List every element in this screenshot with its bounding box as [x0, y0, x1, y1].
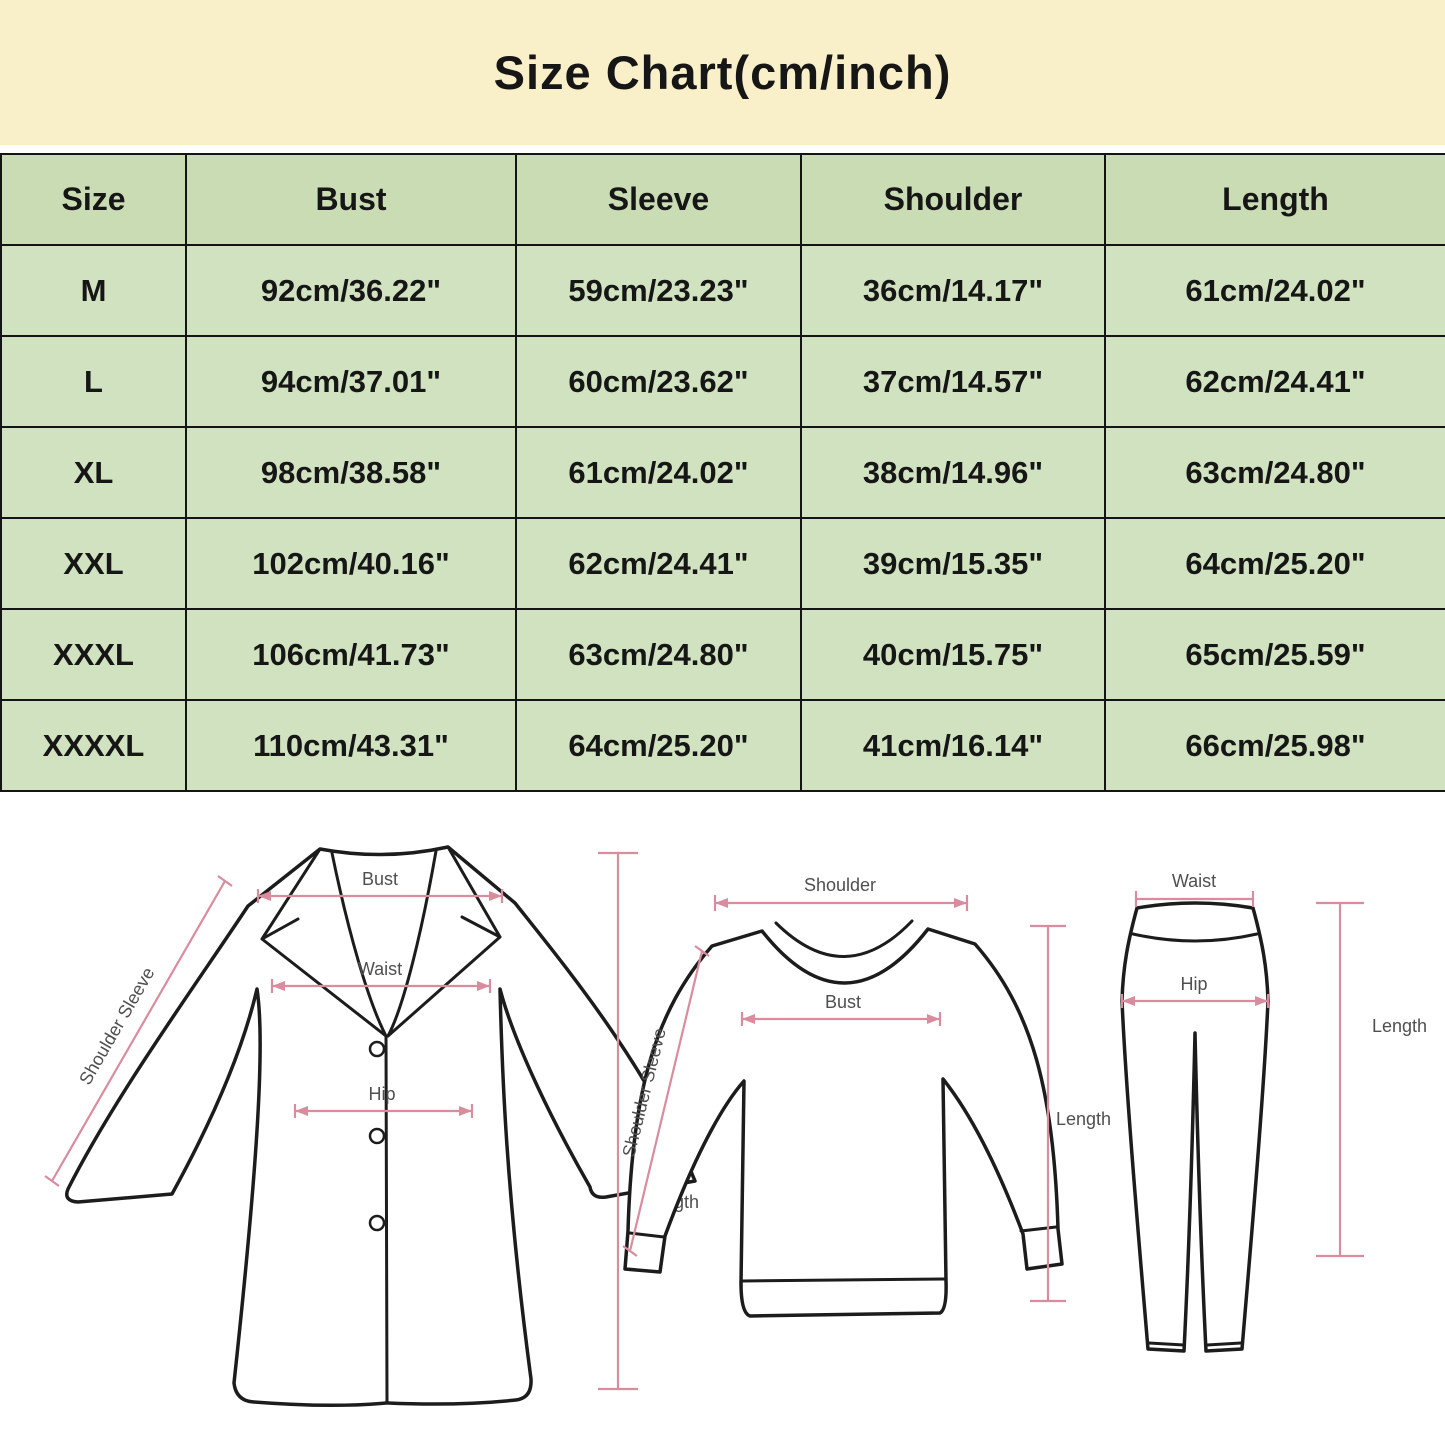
measurement-cell: 110cm/43.31" [185, 699, 517, 792]
coat-bust-arrowhead [489, 891, 502, 901]
sweater-outline [623, 927, 1064, 1318]
measurement-cell: 62cm/24.41" [1104, 335, 1445, 428]
pants-waistband [1131, 932, 1259, 943]
measurement-cell: 60cm/23.62" [515, 335, 802, 428]
sweater-inner-neck [774, 919, 914, 958]
table-row: XXXXL 110cm/43.31" 64cm/25.20" 41cm/16.14" 6… [0, 699, 1445, 792]
sweater-shoulder-sleeve-arrow [622, 945, 710, 1257]
coat-bust-label: Bust [362, 869, 398, 889]
pants-waist-label: Waist [1172, 871, 1216, 891]
sweater-length-label: Length [1056, 1109, 1111, 1129]
pants-ankle-lines [1147, 1341, 1243, 1347]
measurement-cell: 102cm/40.16" [185, 517, 517, 610]
size-cell: XXXXL [0, 699, 187, 792]
sweater-shoulder-arrow [713, 895, 969, 911]
sweater-bust-label: Bust [825, 992, 861, 1012]
table-row: M 92cm/36.22" 59cm/23.23" 36cm/14.17" 61cm/2… [0, 244, 1445, 337]
title-band: Size Chart(cm/inch) [0, 0, 1445, 145]
coat-button [368, 1127, 386, 1145]
size-cell: XXXL [0, 608, 187, 701]
coat-outline [65, 845, 697, 1408]
column-header-sleeve: Sleeve [515, 153, 802, 246]
measurement-cell: 62cm/24.41" [515, 517, 802, 610]
measurement-cell: 63cm/24.80" [1104, 426, 1445, 519]
table-row: XXXL 106cm/41.73" 63cm/24.80" 40cm/15.75" 65… [0, 608, 1445, 701]
coat-hip-label: Hip [368, 1084, 395, 1104]
measurement-cell: 40cm/15.75" [800, 608, 1106, 701]
coat-hip-arrowhead [295, 1106, 308, 1116]
measurement-cell: 64cm/25.20" [1104, 517, 1445, 610]
measurement-diagrams: Bust Waist Hip Shoulder Sleeve Length Sh… [44, 845, 1427, 1408]
pants-waist-arrow [1134, 891, 1255, 907]
coat-front-opening [384, 1034, 389, 1405]
sweater-shoulder-arrowhead [954, 898, 967, 908]
header-row: Size Bust Sleeve Shoulder Length [0, 153, 1445, 246]
coat-bust-arrowhead [258, 891, 271, 901]
measurement-cell: 41cm/16.14" [800, 699, 1106, 792]
sweater-length-arrow [1030, 924, 1066, 1303]
pants-diagram: Waist Hip Length [1120, 871, 1427, 1353]
coat-shoulder-sleeve-arrow [44, 875, 233, 1187]
coat-left-lapel [260, 847, 388, 1038]
size-cell: XXL [0, 517, 187, 610]
measurement-cell: 63cm/24.80" [515, 608, 802, 701]
measurement-cell: 106cm/41.73" [185, 608, 517, 701]
column-header-bust: Bust [185, 153, 517, 246]
measurement-cell: 61cm/24.02" [1104, 244, 1445, 337]
coat-hip-arrowhead [459, 1106, 472, 1116]
sweater-diagram: Shoulder Bust Shoulder Sleeve Length [618, 875, 1111, 1318]
pants-length-label: Length [1372, 1016, 1427, 1036]
column-header-length: Length [1104, 153, 1445, 246]
size-chart-table: Size Bust Sleeve Shoulder Length M 92cm/36.22… [0, 153, 1445, 792]
coat-waist-arrowhead [272, 981, 285, 991]
page-title: Size Chart(cm/inch) [493, 46, 952, 99]
size-cell: M [0, 244, 187, 337]
column-header-size: Size [0, 153, 187, 246]
measurement-cell: 37cm/14.57" [800, 335, 1106, 428]
measurement-cell: 39cm/15.35" [800, 517, 1106, 610]
sweater-cuff-lines [628, 1225, 1058, 1283]
measurement-cell: 61cm/24.02" [515, 426, 802, 519]
size-cell: XL [0, 426, 187, 519]
coat-button [368, 1040, 386, 1058]
measurement-cell: 64cm/25.20" [515, 699, 802, 792]
coat-diagram: Bust Waist Hip Shoulder Sleeve Length [44, 845, 699, 1408]
size-cell: L [0, 335, 187, 428]
measurement-cell: 66cm/25.98" [1104, 699, 1445, 792]
pants-hip-label: Hip [1180, 974, 1207, 994]
sweater-shoulder-label: Shoulder [804, 875, 876, 895]
coat-waist-arrowhead [477, 981, 490, 991]
sweater-shoulder-arrowhead [715, 898, 728, 908]
sweater-bust-arrowhead [742, 1014, 755, 1024]
measurement-cell: 38cm/14.96" [800, 426, 1106, 519]
coat-button [368, 1214, 386, 1232]
sweater-bust-arrowhead [927, 1014, 940, 1024]
measurement-cell: 98cm/38.58" [185, 426, 517, 519]
table-row: XL 98cm/38.58" 61cm/24.02" 38cm/14.96" 63cm/… [0, 426, 1445, 519]
pants-outline [1120, 901, 1270, 1353]
table-row: L 94cm/37.01" 60cm/23.62" 37cm/14.57" 62cm/2… [0, 335, 1445, 428]
column-header-shoulder: Shoulder [800, 153, 1106, 246]
measurement-cell: 94cm/37.01" [185, 335, 517, 428]
coat-length-arrow [598, 851, 638, 1391]
measurement-cell: 65cm/25.59" [1104, 608, 1445, 701]
table-row: XXL 102cm/40.16" 62cm/24.41" 39cm/15.35" 64c… [0, 517, 1445, 610]
pants-length-arrow [1316, 901, 1364, 1258]
measurement-cell: 59cm/23.23" [515, 244, 802, 337]
coat-waist-label: Waist [358, 959, 402, 979]
coat-right-lapel [386, 845, 502, 1038]
pants-hip-arrowhead [1122, 996, 1135, 1006]
measurement-cell: 92cm/36.22" [185, 244, 517, 337]
measurement-cell: 36cm/14.17" [800, 244, 1106, 337]
pants-hip-arrowhead [1255, 996, 1268, 1006]
